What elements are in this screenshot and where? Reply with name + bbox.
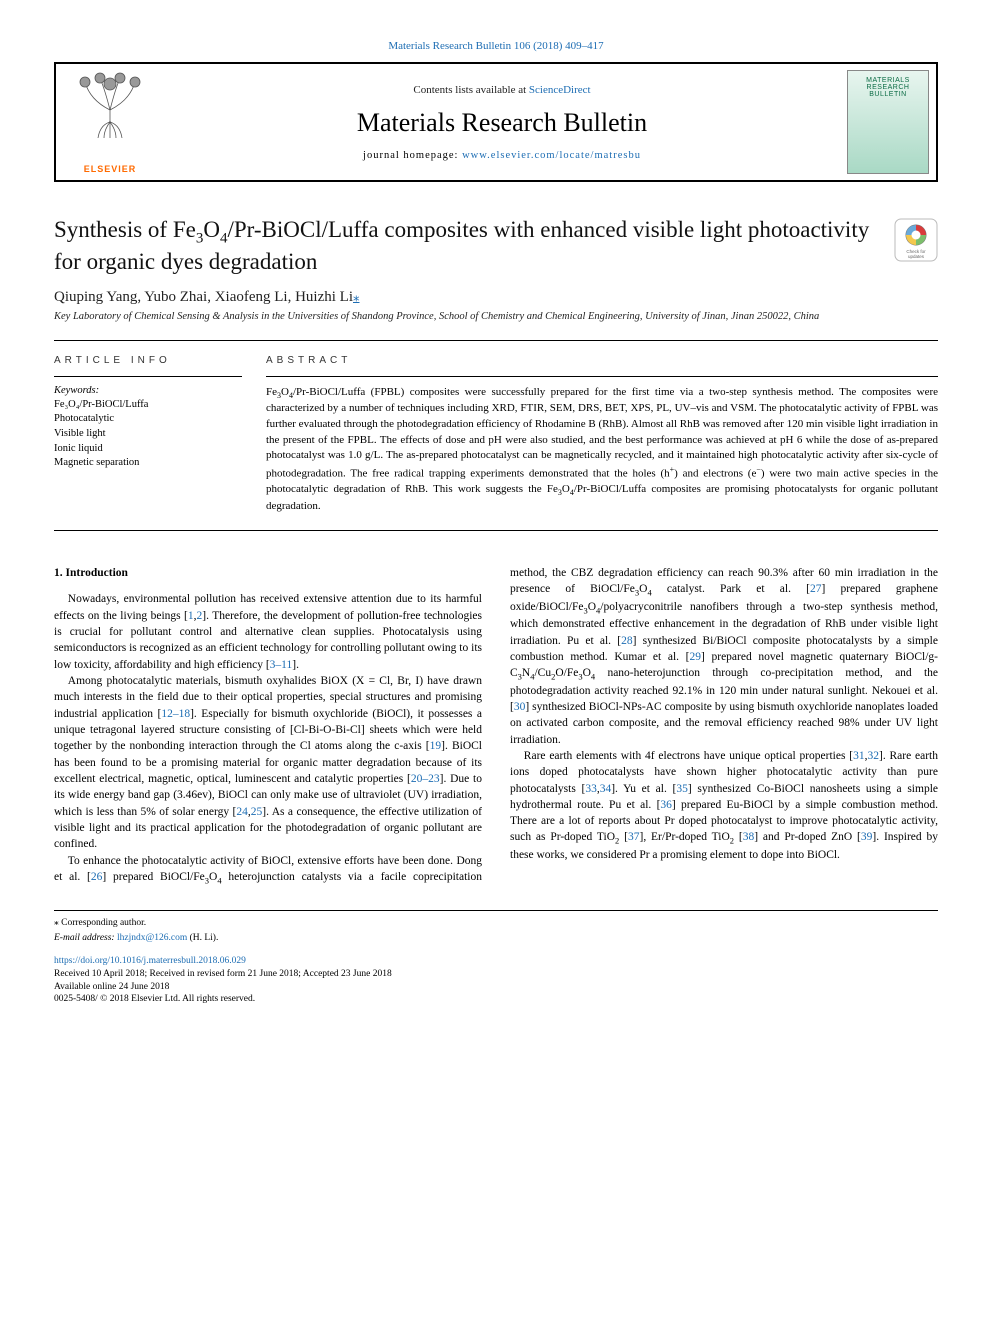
keyword-item: Magnetic separation (54, 456, 242, 471)
corr-text: Corresponding author. (61, 918, 146, 928)
top-citation: Materials Research Bulletin 106 (2018) 4… (54, 40, 938, 52)
contents-at-text: Contents lists available at (413, 84, 528, 96)
email-label: E-mail address: (54, 933, 117, 943)
contents-at-line: Contents lists available at ScienceDirec… (413, 84, 590, 96)
journal-header-center: Contents lists available at ScienceDirec… (164, 64, 840, 180)
cover-line-3: BULLETIN (869, 91, 906, 98)
publisher-logo-block: ELSEVIER (56, 64, 164, 180)
cover-line-1: MATERIALS (866, 77, 910, 84)
paper-title: Synthesis of Fe3O4/Pr-BiOCl/Luffa compos… (54, 216, 938, 277)
keyword-item: Photocatalytic (54, 412, 242, 427)
abstract-text: Fe3O4/Pr-BiOCl/Luffa (FPBL) composites w… (266, 385, 938, 514)
corresponding-author-line: ⁎ Corresponding author. (54, 917, 938, 930)
doi-line: https://doi.org/10.1016/j.materresbull.2… (54, 955, 938, 968)
abstract-block: ABSTRACT Fe3O4/Pr-BiOCl/Luffa (FPBL) com… (266, 355, 938, 514)
intro-para: Among photocatalytic materials, bismuth … (54, 673, 482, 853)
sciencedirect-link[interactable]: ScienceDirect (529, 84, 591, 96)
homepage-label: journal homepage: (363, 150, 462, 161)
affiliation: Key Laboratory of Chemical Sensing & Ana… (54, 310, 938, 324)
corr-symbol: ⁎ (54, 918, 59, 928)
rule-below-meta (54, 530, 938, 531)
journal-homepage-line: journal homepage: www.elsevier.com/locat… (363, 150, 641, 161)
keyword-item: Fe₃O₄/Pr-BiOCl/Luffa (54, 398, 242, 413)
authors-line: Qiuping Yang, Yubo Zhai, Xiaofeng Li, Hu… (54, 289, 938, 306)
footer-block: ⁎ Corresponding author. E-mail address: … (54, 910, 938, 1006)
email-line: E-mail address: lhzjndx@126.com (H. Li). (54, 932, 938, 945)
intro-para: Nowadays, environmental pollution has re… (54, 591, 482, 673)
svg-text:updates: updates (908, 254, 925, 259)
keywords-list: Fe₃O₄/Pr-BiOCl/Luffa Photocatalytic Visi… (54, 398, 242, 471)
journal-header: ELSEVIER Contents lists available at Sci… (54, 62, 938, 182)
rule-under-abstract (266, 376, 938, 377)
journal-cover-block: MATERIALS RESEARCH BULLETIN (840, 64, 936, 180)
elsevier-tree-icon (70, 70, 150, 140)
journal-name: Materials Research Bulletin (357, 108, 647, 138)
doi-link[interactable]: https://doi.org/10.1016/j.materresbull.2… (54, 956, 246, 966)
email-tail: (H. Li). (187, 933, 218, 943)
check-updates-icon[interactable]: Check for updates (894, 218, 938, 262)
keywords-label: Keywords: (54, 385, 242, 396)
copyright-line: 0025-5408/ © 2018 Elsevier Ltd. All righ… (54, 993, 938, 1006)
intro-para: Rare earth elements with 4f electrons ha… (510, 748, 938, 863)
body-columns: 1. Introduction Nowadays, environmental … (54, 565, 938, 886)
article-info-head: ARTICLE INFO (54, 355, 242, 366)
rule-under-article-info (54, 376, 242, 377)
email-link[interactable]: lhzjndx@126.com (117, 933, 187, 943)
journal-cover-thumb: MATERIALS RESEARCH BULLETIN (847, 70, 929, 174)
keyword-item: Ionic liquid (54, 442, 242, 457)
online-line: Available online 24 June 2018 (54, 981, 938, 994)
rule-above-meta (54, 340, 938, 341)
top-citation-link[interactable]: Materials Research Bulletin 106 (2018) 4… (388, 40, 603, 52)
publisher-wordmark: ELSEVIER (84, 164, 137, 174)
received-line: Received 10 April 2018; Received in revi… (54, 968, 938, 981)
article-info-block: ARTICLE INFO Keywords: Fe₃O₄/Pr-BiOCl/Lu… (54, 355, 242, 514)
intro-heading: 1. Introduction (54, 565, 482, 581)
homepage-url-link[interactable]: www.elsevier.com/locate/matresbu (462, 150, 641, 161)
cover-line-2: RESEARCH (867, 84, 910, 91)
keyword-item: Visible light (54, 427, 242, 442)
abstract-head: ABSTRACT (266, 355, 938, 366)
